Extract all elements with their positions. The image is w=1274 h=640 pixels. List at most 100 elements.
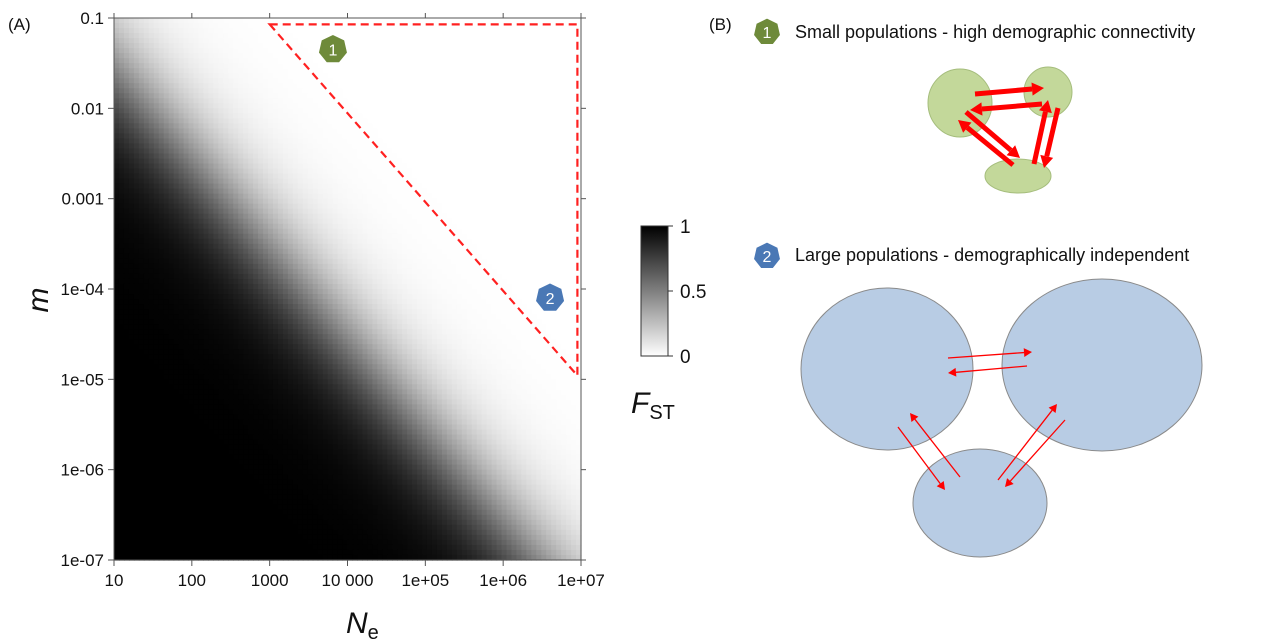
heatmap-cell xyxy=(218,159,224,165)
heatmap-cell xyxy=(193,244,199,250)
heatmap-cell xyxy=(462,78,468,84)
heatmap-cell xyxy=(233,108,239,114)
heatmap-cell xyxy=(506,43,512,49)
heatmap-cell xyxy=(149,103,155,109)
heatmap-cell xyxy=(198,254,204,260)
heatmap-cell xyxy=(159,73,165,79)
heatmap-cell xyxy=(526,73,532,79)
heatmap-cell xyxy=(502,98,508,104)
heatmap-cell xyxy=(511,154,517,160)
heatmap-cell xyxy=(397,159,403,165)
heatmap-cell xyxy=(273,113,279,119)
heatmap-cell xyxy=(343,78,349,84)
heatmap-cell xyxy=(298,199,304,205)
heatmap-cell xyxy=(447,143,453,149)
heatmap-cell xyxy=(477,68,483,74)
heatmap-cell xyxy=(477,148,483,154)
heatmap-cell xyxy=(169,199,175,205)
heatmap-cell xyxy=(119,209,125,215)
heatmap-cell xyxy=(268,63,274,69)
heatmap-cell xyxy=(367,103,373,109)
heatmap-cell xyxy=(208,259,214,265)
heatmap-cell xyxy=(397,83,403,89)
heatmap-cell xyxy=(382,169,388,175)
heatmap-cell xyxy=(531,159,537,165)
heatmap-cell xyxy=(308,38,314,44)
heatmap-cell xyxy=(283,58,289,64)
heatmap-cell xyxy=(139,234,145,240)
heatmap-cell xyxy=(357,229,363,235)
heatmap-cell xyxy=(208,204,214,210)
heatmap-cell xyxy=(134,204,140,210)
heatmap-cell xyxy=(472,279,478,285)
heatmap-cell xyxy=(546,83,552,89)
heatmap-cell xyxy=(372,113,378,119)
heatmap-cell xyxy=(377,33,383,39)
heatmap-cell xyxy=(352,184,358,190)
heatmap-cell xyxy=(531,108,537,114)
heatmap-cell xyxy=(283,244,289,250)
heatmap-cell xyxy=(561,58,567,64)
heatmap-cell xyxy=(114,93,120,99)
heatmap-cell xyxy=(283,88,289,94)
heatmap-cell xyxy=(427,33,433,39)
heatmap-cell xyxy=(243,58,249,64)
heatmap-cell xyxy=(362,184,368,190)
heatmap-cell xyxy=(223,154,229,160)
heatmap-cell xyxy=(556,133,562,139)
heatmap-cell xyxy=(298,33,304,39)
heatmap-cell xyxy=(452,219,458,225)
heatmap-cell xyxy=(462,279,468,285)
heatmap-cell xyxy=(283,279,289,285)
heatmap-cell xyxy=(238,204,244,210)
heatmap-cell xyxy=(511,279,517,285)
heatmap-cell xyxy=(179,199,185,205)
heatmap-cell xyxy=(134,219,140,225)
heatmap-cell xyxy=(288,83,294,89)
heatmap-cell xyxy=(472,148,478,154)
heatmap-cell xyxy=(169,88,175,94)
heatmap-cell xyxy=(482,88,488,94)
heatmap-cell xyxy=(298,98,304,104)
heatmap-cell xyxy=(502,33,508,39)
heatmap-cell xyxy=(298,204,304,210)
heatmap-cell xyxy=(561,169,567,175)
heatmap-cell xyxy=(203,244,209,250)
heatmap-cell xyxy=(472,133,478,139)
heatmap-cell xyxy=(432,199,438,205)
heatmap-cell xyxy=(427,219,433,225)
heatmap-cell xyxy=(288,88,294,94)
heatmap-cell xyxy=(228,108,234,114)
heatmap-cell xyxy=(432,259,438,265)
heatmap-cell xyxy=(497,43,503,49)
heatmap-cell xyxy=(129,184,135,190)
heatmap-cell xyxy=(546,249,552,255)
heatmap-cell xyxy=(159,68,165,74)
heatmap-cell xyxy=(551,234,557,240)
heatmap-cell xyxy=(238,199,244,205)
heatmap-cell xyxy=(149,234,155,240)
heatmap-cell xyxy=(487,53,493,59)
heatmap-cell xyxy=(487,48,493,54)
heatmap-cell xyxy=(457,138,463,144)
heatmap-cell xyxy=(318,214,324,220)
heatmap-cell xyxy=(372,264,378,270)
heatmap-cell xyxy=(179,78,185,84)
heatmap-cell xyxy=(551,148,557,154)
heatmap-cell xyxy=(248,214,254,220)
heatmap-cell xyxy=(213,98,219,104)
heatmap-cell xyxy=(343,33,349,39)
heatmap-cell xyxy=(551,209,557,215)
heatmap-cell xyxy=(516,88,522,94)
heatmap-cell xyxy=(139,254,145,260)
heatmap-cell xyxy=(203,194,209,200)
heatmap-cell xyxy=(447,154,453,160)
heatmap-cell xyxy=(492,209,498,215)
heatmap-cell xyxy=(233,118,239,124)
heatmap-cell xyxy=(273,138,279,144)
heatmap-cell xyxy=(462,128,468,134)
heatmap-cell xyxy=(437,103,443,109)
heatmap-cell xyxy=(447,189,453,195)
heatmap-cell xyxy=(189,204,195,210)
heatmap-cell xyxy=(119,38,125,44)
